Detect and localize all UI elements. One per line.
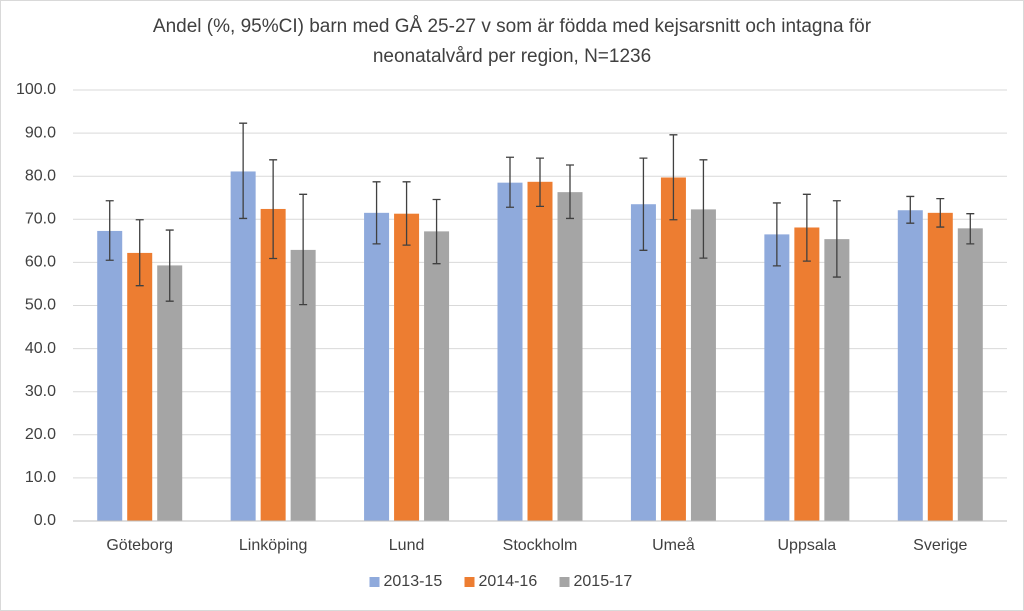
x-tick-label: Stockholm	[503, 537, 578, 554]
x-tick-label: Umeå	[652, 536, 695, 554]
bar	[127, 252, 153, 521]
error-bar	[536, 157, 544, 208]
x-tick-label: Linköping	[239, 537, 308, 554]
error-bar	[432, 198, 441, 265]
bar	[157, 265, 183, 521]
error-bar	[966, 213, 975, 245]
y-tick-label: 60.0	[25, 254, 56, 271]
error-bar	[906, 195, 915, 224]
bar	[394, 213, 420, 521]
error-bar	[402, 181, 411, 246]
x-tick-label: Uppsala	[778, 537, 837, 554]
y-tick-label: 0.0	[34, 512, 56, 529]
bar	[230, 171, 256, 522]
bar	[424, 231, 450, 522]
legend-swatch	[464, 577, 475, 587]
y-tick-label: 50.0	[25, 297, 56, 314]
error-bar	[639, 157, 648, 251]
y-tick-label: 30.0	[25, 383, 56, 400]
x-tick-label: Sverige	[913, 537, 967, 554]
error-bar	[802, 193, 811, 262]
y-tick-label: 20.0	[25, 426, 56, 443]
bar	[527, 181, 553, 522]
error-bar	[772, 202, 781, 267]
legend-label: 2013-15	[384, 573, 443, 590]
chart-title: Andel (%, 95%CI) barn med GÅ 25-27 v som…	[152, 16, 872, 67]
error-bar	[506, 156, 514, 208]
legend-label: 2015-17	[574, 573, 633, 590]
bar	[557, 192, 583, 521]
legend-swatch	[559, 577, 570, 587]
bar	[764, 234, 790, 521]
error-bar	[135, 219, 144, 287]
legend-swatch	[369, 577, 380, 587]
bar	[690, 209, 716, 521]
y-tick-label: 10.0	[25, 469, 56, 486]
bar	[97, 230, 123, 521]
error-bar	[699, 159, 708, 259]
bar	[630, 204, 656, 521]
bar	[824, 239, 850, 521]
error-bar	[269, 159, 278, 260]
bar	[497, 182, 523, 522]
bar	[364, 212, 390, 521]
bar	[897, 210, 923, 521]
bar	[260, 208, 286, 521]
error-bar	[936, 197, 945, 228]
y-tick-label: 90.0	[25, 124, 56, 141]
error-bar	[372, 181, 381, 245]
legend-label: 2014-16	[479, 573, 538, 590]
error-bar	[832, 200, 841, 278]
error-bar	[165, 229, 174, 302]
x-tick-label: Göteborg	[106, 537, 173, 554]
error-bar	[669, 134, 678, 221]
error-bar	[239, 122, 248, 220]
error-bar	[566, 164, 574, 220]
error-bar	[299, 193, 308, 306]
y-tick-label: 100.0	[16, 81, 56, 98]
error-bar	[105, 200, 114, 261]
y-tick-label: 80.0	[25, 167, 56, 184]
bar	[927, 212, 953, 521]
bar	[660, 177, 686, 522]
x-tick-label: Lund	[389, 537, 425, 554]
y-tick-label: 40.0	[25, 340, 56, 357]
y-tick-label: 70.0	[25, 211, 56, 228]
bar	[794, 227, 820, 521]
bar	[957, 228, 983, 521]
